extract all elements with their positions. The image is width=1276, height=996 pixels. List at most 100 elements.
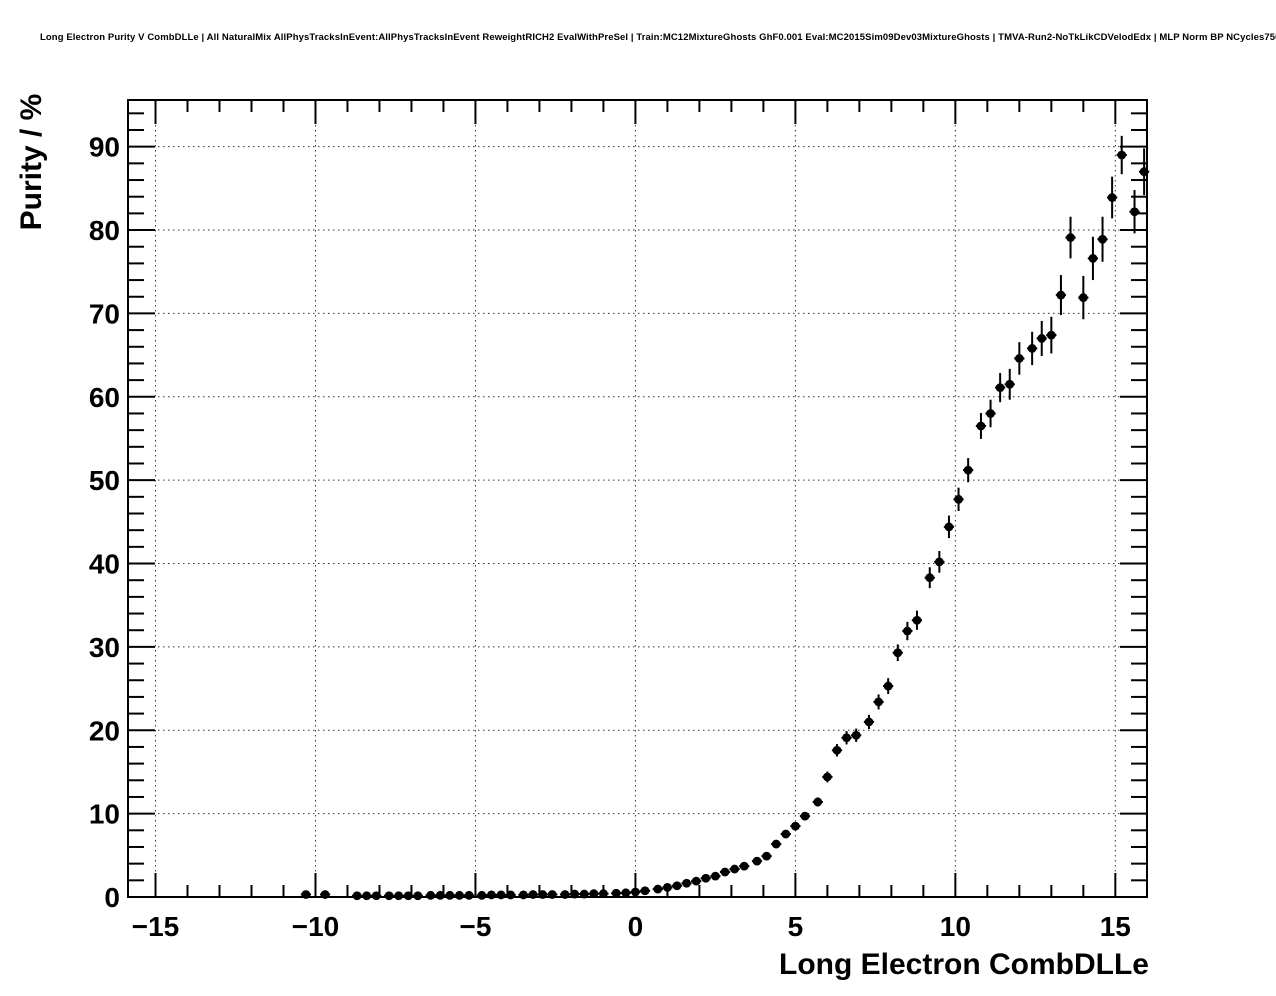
data-point <box>464 890 474 900</box>
data-point <box>371 891 381 901</box>
x-axis-tick-label: 5 <box>788 911 804 942</box>
data-point <box>519 890 528 900</box>
data-point <box>599 889 608 899</box>
data-point <box>1107 193 1117 202</box>
data-point <box>477 890 487 900</box>
data-point <box>496 890 506 900</box>
data-point <box>752 856 762 866</box>
data-point <box>790 821 800 831</box>
data-point <box>560 890 570 899</box>
x-axis-tick-label: −15 <box>132 911 180 942</box>
data-point <box>883 681 893 691</box>
data-point <box>640 886 650 896</box>
data-point <box>842 733 851 743</box>
y-axis-tick-label: 80 <box>89 215 120 246</box>
data-point <box>739 861 749 871</box>
data-point <box>672 881 682 891</box>
x-axis-tick-label: 0 <box>628 911 644 942</box>
data-point <box>426 890 436 900</box>
data-point <box>822 772 832 782</box>
y-axis-tick-label: 60 <box>89 382 120 413</box>
y-axis-tick-label: 20 <box>89 715 120 746</box>
data-point <box>1130 207 1139 217</box>
data-point <box>954 494 963 504</box>
x-axis-tick-label: −5 <box>459 911 491 942</box>
data-point <box>413 891 423 901</box>
y-axis-tick-label: 90 <box>89 132 120 163</box>
data-point <box>403 891 413 901</box>
data-point <box>1027 344 1037 353</box>
data-point <box>762 851 771 861</box>
data-point <box>691 876 701 886</box>
data-point <box>547 890 557 899</box>
data-point <box>1139 167 1149 177</box>
data-point <box>320 890 330 899</box>
data-point <box>711 871 720 881</box>
data-point <box>570 889 580 899</box>
data-point <box>1088 253 1098 263</box>
data-point <box>1066 233 1075 242</box>
data-point <box>912 615 922 625</box>
data-point <box>1117 150 1127 160</box>
x-axis-tick-label: −10 <box>292 911 340 942</box>
data-point <box>384 891 394 901</box>
data-point <box>851 730 861 740</box>
data-point <box>1078 293 1088 302</box>
data-point <box>621 888 631 898</box>
x-axis-title: Long Electron CombDLLe <box>779 948 1149 981</box>
data-point <box>1098 234 1107 244</box>
y-axis-title: Purity / % <box>15 94 48 231</box>
data-point <box>976 421 986 431</box>
data-point <box>1046 330 1056 340</box>
data-point <box>1005 379 1015 389</box>
y-axis-tick-label: 70 <box>89 298 120 329</box>
data-point <box>538 890 548 899</box>
plot-title: Long Electron Purity V CombDLLe | All Na… <box>40 32 1276 43</box>
data-point <box>663 883 672 892</box>
data-point <box>934 557 944 567</box>
data-point <box>682 878 692 888</box>
x-axis-tick-label: 10 <box>940 911 971 942</box>
data-point <box>301 890 311 899</box>
data-point <box>589 889 599 899</box>
data-point <box>944 522 954 532</box>
data-point <box>445 890 455 900</box>
data-point <box>352 891 362 901</box>
y-axis-tick-label: 10 <box>89 799 120 830</box>
y-axis-tick-label: 50 <box>89 465 120 496</box>
data-point <box>986 409 995 418</box>
data-point <box>813 797 823 807</box>
data-point <box>771 839 781 849</box>
data-point <box>611 888 621 898</box>
y-axis-tick-label: 0 <box>104 882 120 913</box>
data-point <box>864 717 874 727</box>
data-point <box>1014 354 1024 363</box>
data-point <box>902 626 912 636</box>
data-point <box>893 648 903 658</box>
data-point <box>995 383 1005 393</box>
data-point <box>730 864 740 874</box>
data-point <box>800 811 810 821</box>
data-point <box>394 891 404 901</box>
plot-frame <box>127 99 1148 898</box>
data-point <box>528 890 538 899</box>
data-point <box>925 573 935 583</box>
x-axis-tick-label: 15 <box>1100 911 1131 942</box>
data-point <box>487 890 496 900</box>
data-point <box>455 890 464 900</box>
data-point <box>579 889 589 899</box>
data-point <box>1056 290 1066 300</box>
y-axis-tick-label: 40 <box>89 549 120 580</box>
data-point <box>362 891 372 901</box>
data-point <box>832 745 842 755</box>
data-point <box>653 884 663 894</box>
data-point <box>963 465 973 475</box>
data-point <box>701 873 711 883</box>
data-point <box>506 890 516 900</box>
data-point <box>435 890 445 900</box>
data-point <box>720 867 730 877</box>
y-axis-tick-label: 30 <box>89 632 120 663</box>
data-point <box>874 697 883 707</box>
